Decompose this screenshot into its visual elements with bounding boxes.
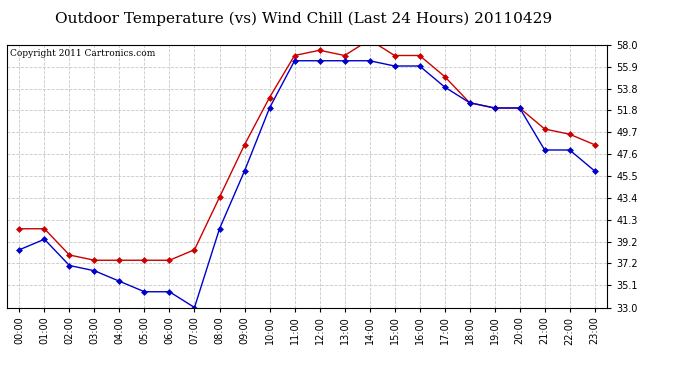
Text: Copyright 2011 Cartronics.com: Copyright 2011 Cartronics.com — [10, 49, 155, 58]
Text: Outdoor Temperature (vs) Wind Chill (Last 24 Hours) 20110429: Outdoor Temperature (vs) Wind Chill (Las… — [55, 11, 552, 26]
